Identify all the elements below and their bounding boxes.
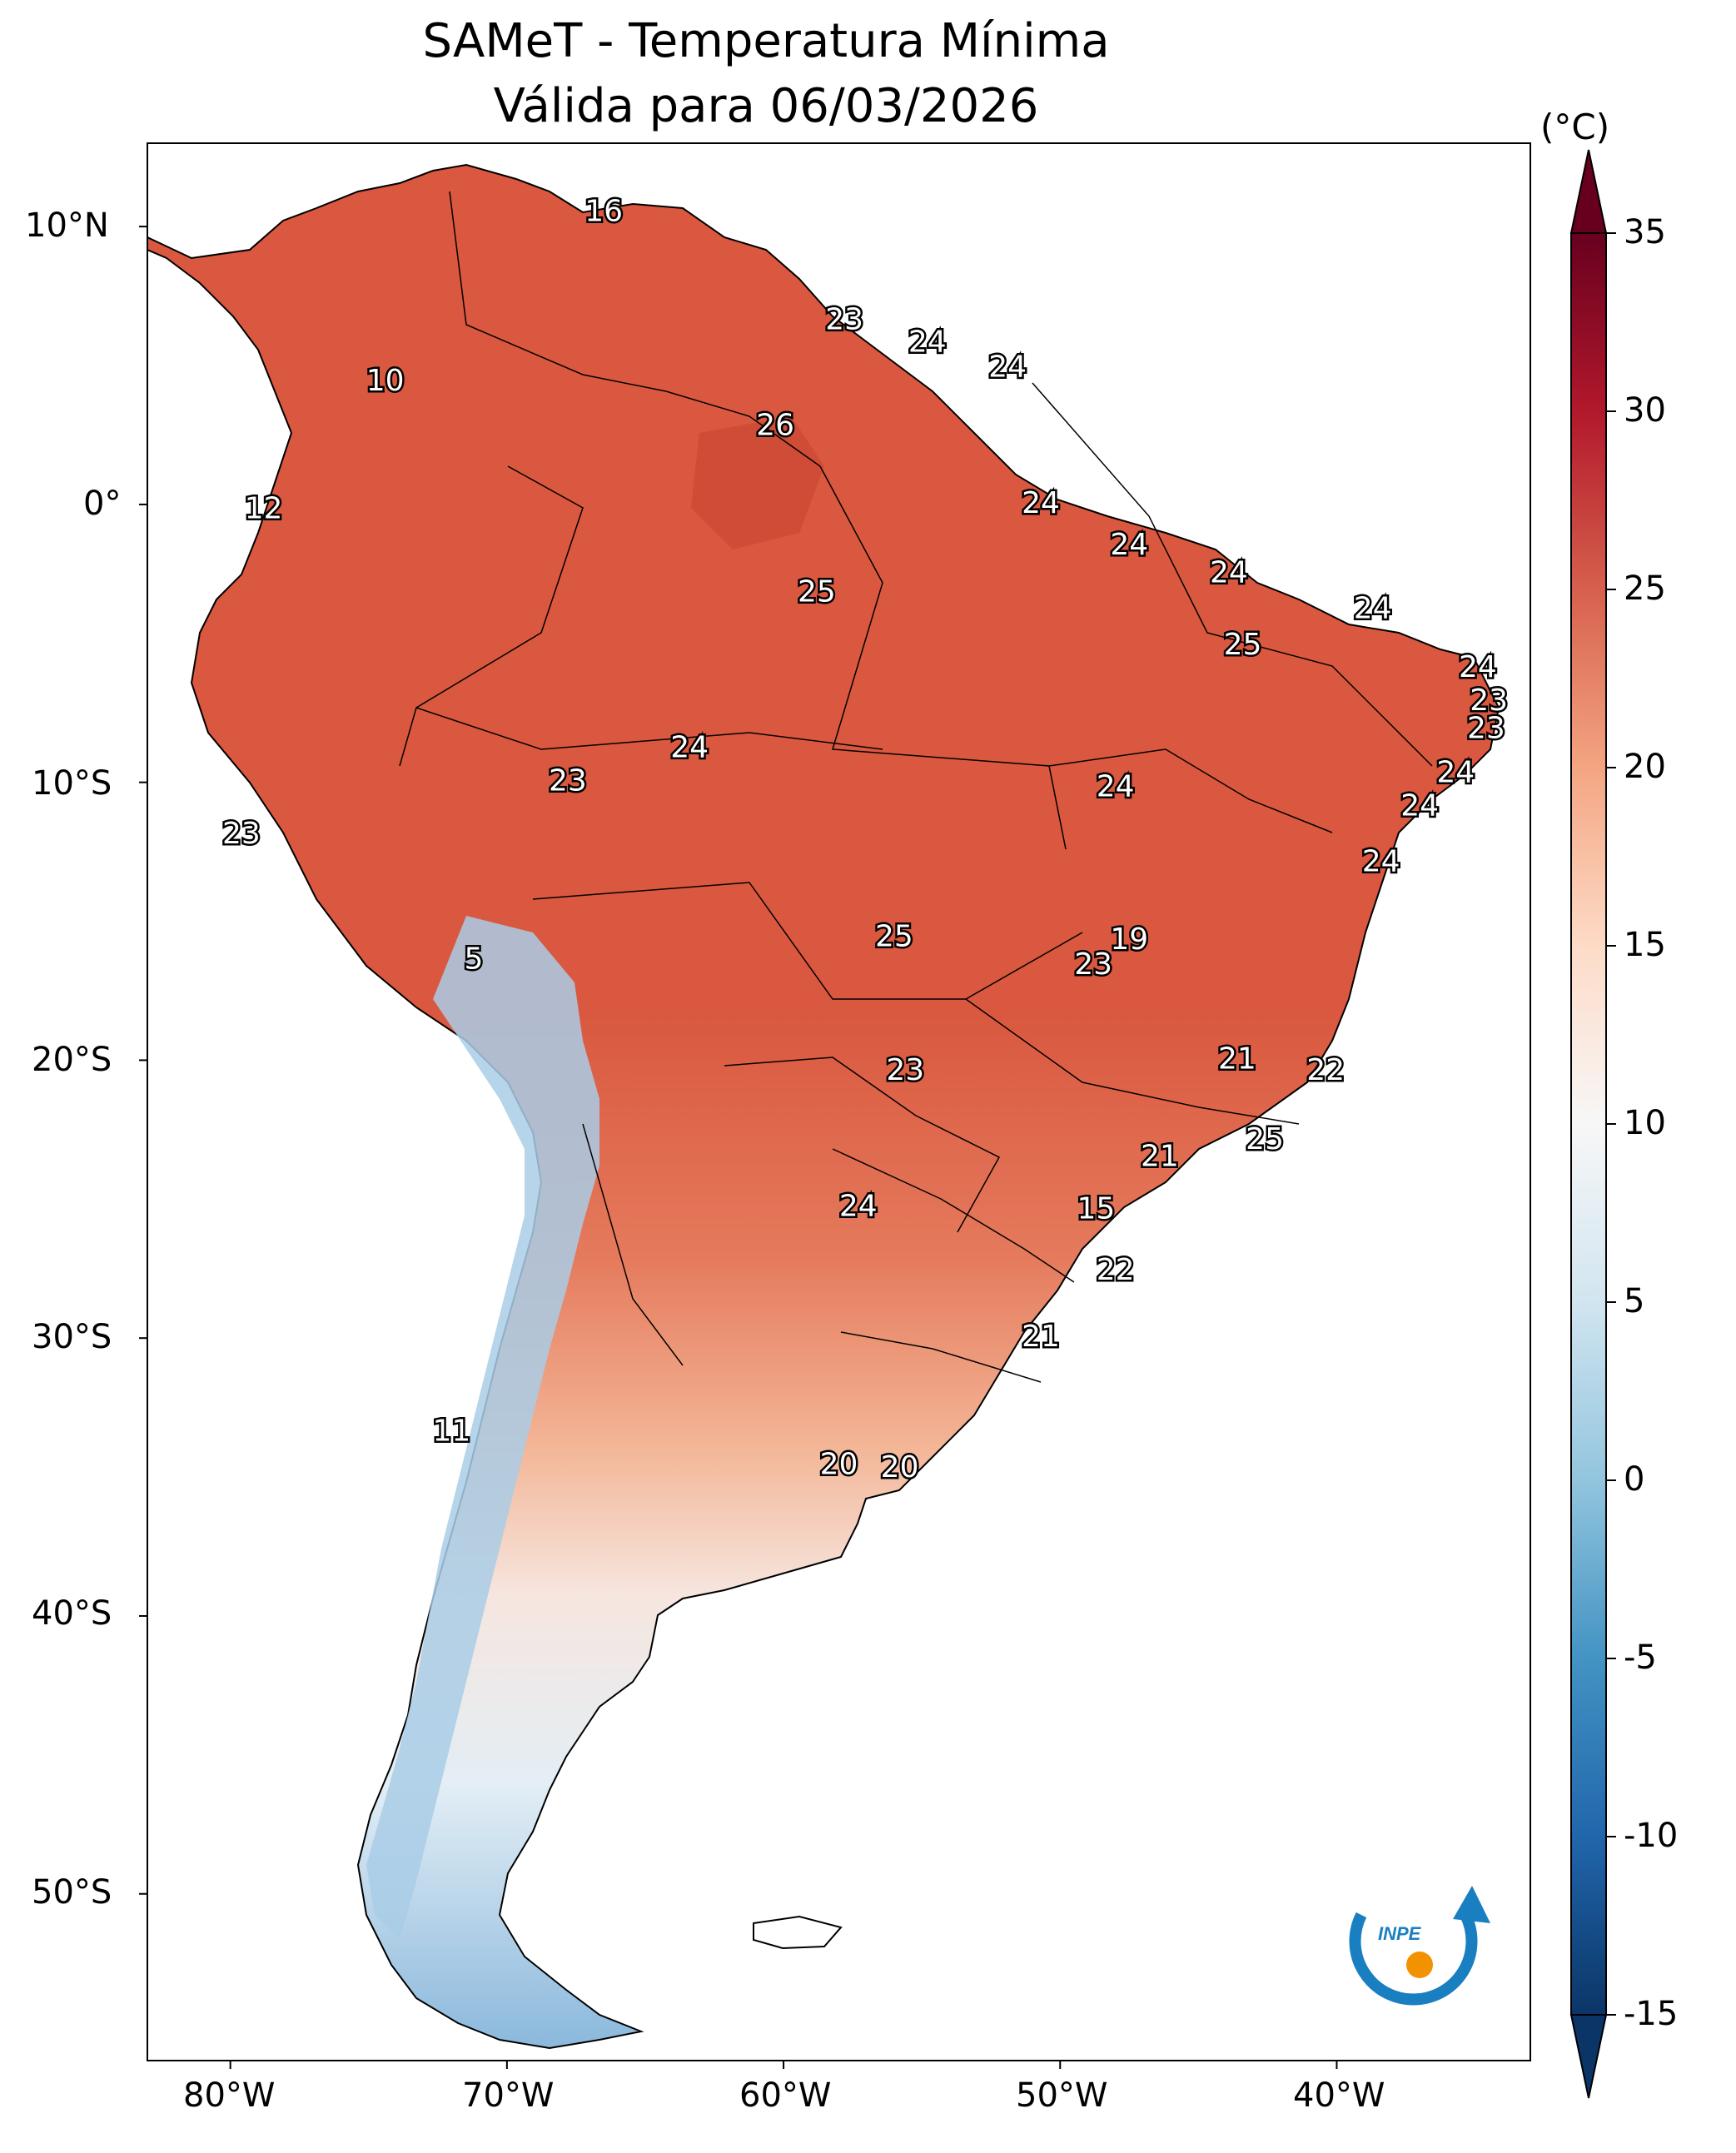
country-borders <box>399 191 1433 1383</box>
temperature-label-38: 20 <box>881 1450 919 1484</box>
temperature-label-17: 24 <box>1436 756 1475 790</box>
temperature-label-16: 24 <box>670 731 709 765</box>
temperature-label-0: 16 <box>584 194 623 228</box>
colorbar-tick-label-8: -5 <box>1624 1638 1657 1677</box>
temperature-label-26: 5 <box>465 942 484 976</box>
temperature-label-25: 23 <box>1074 947 1112 982</box>
temperature-label-3: 24 <box>908 325 947 359</box>
inpe-logo-swoosh <box>1349 1912 1478 2006</box>
lat-label-20s: 20°S <box>32 1041 112 1079</box>
lon-label-70w: 70°W <box>462 2076 555 2115</box>
andes-cold-band <box>366 916 599 1940</box>
temperature-label-33: 15 <box>1077 1192 1116 1226</box>
temperature-label-23: 25 <box>875 920 913 954</box>
colorbar-tick-label-3: 20 <box>1624 748 1666 786</box>
colorbar-bottom-extend <box>1569 2014 1608 2099</box>
temperature-label-7: 24 <box>1022 486 1060 520</box>
temperature-label-27: 21 <box>1218 1042 1256 1076</box>
colorbar-tick-label-2: 25 <box>1624 569 1666 608</box>
amazon-hot-core <box>691 416 824 549</box>
temperature-label-4: 24 <box>988 350 1027 384</box>
falkland-islands <box>753 1915 843 1950</box>
temperature-label-24: 19 <box>1110 922 1148 957</box>
colorbar-tick-label-10: -15 <box>1624 1995 1679 2033</box>
axis-ticks <box>139 226 1338 2069</box>
temperature-label-14: 23 <box>1470 684 1508 718</box>
inpe-logo-arrow <box>1453 1886 1490 1923</box>
colorbar-tick-label-4: 15 <box>1624 926 1666 964</box>
temperature-label-12: 25 <box>1224 628 1262 662</box>
temperature-label-11: 24 <box>1354 592 1392 626</box>
temperature-label-5: 26 <box>756 408 794 442</box>
temperature-label-34: 22 <box>1097 1253 1135 1287</box>
colorbar-ticks <box>1606 232 1616 2016</box>
colorbar <box>1569 149 1608 2099</box>
colorbar-tick-label-7: 0 <box>1624 1460 1645 1499</box>
temperature-label-8: 24 <box>1110 528 1148 562</box>
map-title-line1: SAMeT - Temperatura Mínima <box>422 14 1110 68</box>
inpe-logo: INPE <box>1349 1886 1490 2006</box>
inpe-logo-text: INPE <box>1378 1923 1422 1944</box>
colorbar-tick-label-5: 10 <box>1624 1104 1666 1142</box>
temperature-label-32: 24 <box>839 1189 878 1223</box>
temperature-label-20: 24 <box>1400 789 1439 823</box>
temperature-label-29: 23 <box>886 1053 924 1087</box>
temperature-label-13: 24 <box>1459 650 1497 684</box>
colorbar-unit-label: (°C) <box>1540 107 1610 147</box>
temperature-label-21: 23 <box>222 817 261 851</box>
temperature-label-31: 21 <box>1141 1139 1179 1173</box>
lat-label-10s: 10°S <box>32 764 112 803</box>
lon-label-60w: 60°W <box>739 2076 832 2115</box>
temperature-label-1: 10 <box>366 364 405 398</box>
temperature-label-2: 23 <box>825 303 863 337</box>
colorbar-tick-label-0: 35 <box>1624 213 1666 251</box>
colorbar-tick-label-6: 5 <box>1624 1282 1645 1320</box>
temperature-label-10: 25 <box>798 575 836 609</box>
lat-label-40s: 40°S <box>32 1594 112 1633</box>
lat-label-30s: 30°S <box>32 1318 112 1356</box>
temperature-label-37: 20 <box>820 1448 858 1482</box>
colorbar-tick-label-1: 30 <box>1624 391 1666 430</box>
lon-label-80w: 80°W <box>183 2076 276 2115</box>
temperature-label-28: 22 <box>1306 1053 1345 1087</box>
lon-label-40w: 40°W <box>1293 2076 1385 2115</box>
lat-label-10n: 10°N <box>25 206 109 245</box>
lat-label-50s: 50°S <box>32 1873 112 1912</box>
colorbar-top-extend <box>1569 149 1608 234</box>
temperature-label-36: 11 <box>433 1415 471 1449</box>
temperature-label-15: 23 <box>1467 711 1505 745</box>
lat-label-0: 0° <box>83 485 122 523</box>
lon-label-50w: 50°W <box>1016 2076 1108 2115</box>
temperature-label-18: 23 <box>549 764 587 798</box>
colorbar-tick-label-9: -10 <box>1624 1817 1679 1855</box>
temperature-label-6: 12 <box>245 492 283 526</box>
temperature-label-35: 21 <box>1022 1320 1060 1354</box>
inpe-logo-dot <box>1406 1952 1433 1978</box>
temperature-label-9: 24 <box>1210 555 1248 589</box>
temperature-label-19: 24 <box>1097 769 1135 803</box>
temperature-label-30: 25 <box>1246 1122 1284 1156</box>
colorbar-gradient <box>1570 232 1607 2016</box>
temperature-label-22: 24 <box>1362 844 1400 878</box>
map-title-line2: Válida para 06/03/2026 <box>493 79 1039 133</box>
